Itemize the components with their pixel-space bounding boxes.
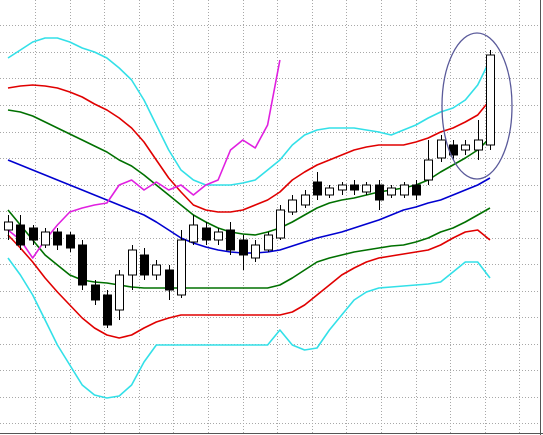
- band-line: [7, 229, 491, 339]
- band-line: [7, 59, 281, 259]
- candle-body: [16, 224, 25, 246]
- candle-body: [350, 184, 359, 191]
- band-line: [7, 257, 491, 399]
- candle-body: [264, 234, 273, 251]
- band-line: [7, 207, 491, 289]
- band-line: [7, 159, 491, 254]
- candle-body: [214, 231, 223, 241]
- candle-body: [177, 239, 186, 296]
- candles: [4, 50, 495, 328]
- candle-body: [4, 221, 13, 231]
- candle-body: [251, 244, 260, 259]
- candle-body: [288, 199, 297, 213]
- band-line: [7, 109, 491, 236]
- candle-body: [375, 184, 384, 201]
- candle-body: [325, 187, 334, 196]
- candle-body: [140, 254, 149, 276]
- bands: [7, 37, 491, 399]
- candle-body: [91, 284, 100, 301]
- band-line: [7, 37, 491, 186]
- candle-body: [66, 234, 75, 249]
- band-line: [7, 84, 491, 213]
- candle-body: [461, 144, 470, 151]
- candle-body: [362, 184, 371, 193]
- candle-body: [276, 209, 285, 239]
- candle-body: [152, 264, 161, 276]
- candle-body: [239, 239, 248, 256]
- candle-body: [103, 294, 112, 326]
- candle-body: [474, 139, 483, 151]
- candle-body: [189, 224, 198, 243]
- candle-body: [226, 229, 235, 251]
- candle-body: [338, 184, 347, 191]
- candle-body: [313, 181, 322, 196]
- candle-body: [412, 184, 421, 196]
- candle-body: [437, 139, 446, 159]
- candle-body: [115, 274, 124, 311]
- candle-body: [29, 227, 38, 241]
- candle-body: [400, 184, 409, 196]
- candle-body: [78, 244, 87, 286]
- candle-body: [41, 231, 50, 246]
- highlight-ellipse: [441, 32, 513, 180]
- candle-body: [202, 227, 211, 241]
- candle-body: [387, 187, 396, 196]
- candle-body: [53, 231, 62, 246]
- candle-body: [128, 249, 137, 276]
- candle-body: [424, 159, 433, 181]
- candle-body: [301, 194, 310, 206]
- candle-body: [165, 269, 174, 291]
- candle-body: [486, 54, 495, 146]
